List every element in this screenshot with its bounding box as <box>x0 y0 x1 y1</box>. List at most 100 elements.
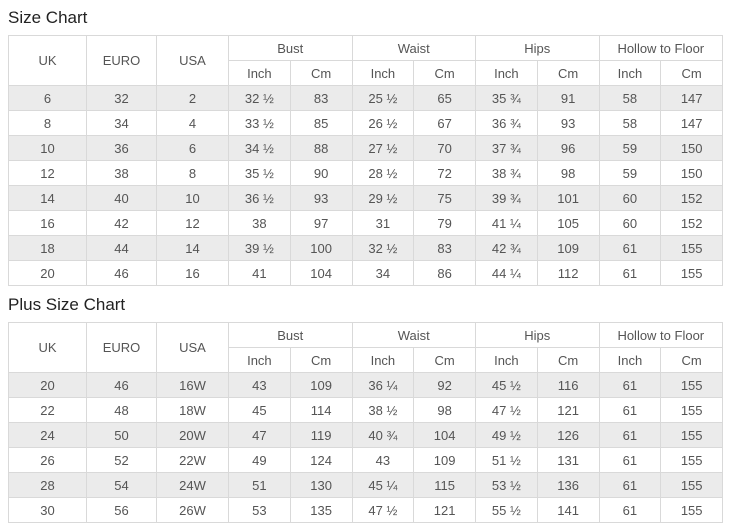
table-cell: 65 <box>413 85 477 111</box>
table-row: 28 54 24W 51 130 45 ¼ 115 53 ½ 136 61 155 <box>8 472 724 498</box>
table-cell: 42 ¾ <box>475 235 538 261</box>
table-cell: 26 ½ <box>351 110 415 136</box>
table-cell: 59 <box>598 135 662 161</box>
table-cell: 150 <box>660 160 724 186</box>
table-cell: 155 <box>660 397 724 423</box>
table-cell: 61 <box>598 372 662 398</box>
table-cell: 96 <box>536 135 600 161</box>
table-cell: 93 <box>289 185 353 211</box>
table-cell: 45 ½ <box>475 372 538 398</box>
table-cell: 91 <box>536 85 600 111</box>
table-cell: 147 <box>660 110 724 136</box>
table-cell: 42 <box>86 210 157 236</box>
table-cell: 152 <box>660 185 724 211</box>
table-cell: 38 <box>86 160 157 186</box>
table-cell: 119 <box>289 422 353 448</box>
table-cell: 48 <box>86 397 157 423</box>
table-cell: 12 <box>8 160 87 186</box>
table-cell: 59 <box>598 160 662 186</box>
table-cell: 56 <box>86 497 157 523</box>
table-cell: 83 <box>289 85 353 111</box>
table-row: 20 46 16 41 104 34 86 44 ¼ 112 61 155 <box>8 260 724 286</box>
table-row: 16 42 12 38 97 31 79 41 ¼ 105 60 152 <box>8 210 724 236</box>
size-chart-table-header: UK EURO USA Bust Waist Hips Hollow to Floor Inc… <box>8 35 724 86</box>
table-cell: 43 <box>351 447 415 473</box>
table-cell: 16W <box>156 372 229 398</box>
table-row: 22 48 18W 45 114 38 ½ 98 47 ½ 121 61 155 <box>8 397 724 423</box>
table-cell: 14 <box>8 185 87 211</box>
table-cell: 36 ¾ <box>475 110 538 136</box>
subcolumn-header: Cm <box>660 347 724 373</box>
table-cell: 33 ½ <box>228 110 291 136</box>
table-cell: 90 <box>289 160 353 186</box>
header-row-units: Inch Cm Inch Cm Inch Cm Inch Cm <box>9 60 724 86</box>
table-cell: 121 <box>536 397 600 423</box>
column-group-header: Waist <box>351 35 477 61</box>
table-cell: 112 <box>536 260 600 286</box>
table-cell: 6 <box>8 85 87 111</box>
table-cell: 46 <box>86 372 157 398</box>
table-cell: 8 <box>8 110 87 136</box>
table-cell: 116 <box>536 372 600 398</box>
table-cell: 39 ½ <box>228 235 291 261</box>
table-cell: 121 <box>413 497 477 523</box>
table-cell: 38 ¾ <box>475 160 538 186</box>
table-cell: 72 <box>413 160 477 186</box>
table-cell: 40 <box>86 185 157 211</box>
header-row-groups: UK EURO USA Bust Waist Hips Hollow to Floor <box>8 322 724 373</box>
table-row: 14 40 10 36 ½ 93 29 ½ 75 39 ¾ 101 60 152 <box>8 185 724 211</box>
table-cell: 36 ½ <box>228 185 291 211</box>
table-cell: 109 <box>413 447 477 473</box>
table-cell: 31 <box>351 210 415 236</box>
subcolumn-header: Inch <box>351 347 415 373</box>
table-cell: 79 <box>413 210 477 236</box>
table-cell: 61 <box>598 447 662 473</box>
table-cell: 88 <box>289 135 353 161</box>
table-cell: 32 <box>86 85 157 111</box>
table-cell: 27 ½ <box>351 135 415 161</box>
subcolumn-header: Cm <box>413 60 477 86</box>
table-cell: 41 <box>228 260 291 286</box>
table-cell: 147 <box>660 85 724 111</box>
table-cell: 45 <box>228 397 291 423</box>
table-cell: 40 ¾ <box>351 422 415 448</box>
table-cell: 44 <box>86 235 157 261</box>
table-cell: 32 ½ <box>351 235 415 261</box>
size-chart-table: UK EURO USA Bust Waist Hips Hollow to Floor Inc… <box>8 35 724 286</box>
table-cell: 100 <box>289 235 353 261</box>
table-cell: 131 <box>536 447 600 473</box>
table-cell: 35 ½ <box>228 160 291 186</box>
table-cell: 24 <box>8 422 87 448</box>
plus-size-chart-table: UK EURO USA Bust Waist Hips Hollow to Floor Inc… <box>8 322 724 523</box>
table-cell: 124 <box>289 447 353 473</box>
table-cell: 30 <box>8 497 87 523</box>
table-row: 10 36 6 34 ½ 88 27 ½ 70 37 ¾ 96 59 150 <box>8 135 724 161</box>
table-cell: 10 <box>8 135 87 161</box>
table-cell: 104 <box>289 260 353 286</box>
table-cell: 20W <box>156 422 229 448</box>
table-cell: 97 <box>289 210 353 236</box>
table-cell: 67 <box>413 110 477 136</box>
table-cell: 16 <box>8 210 87 236</box>
column-group-header: Bust <box>228 322 353 348</box>
table-cell: 105 <box>536 210 600 236</box>
column-group-header: Bust <box>228 35 353 61</box>
column-header-usa: USA <box>156 35 229 86</box>
table-cell: 34 <box>86 110 157 136</box>
table-cell: 109 <box>289 372 353 398</box>
subcolumn-header: Inch <box>351 60 415 86</box>
column-group-header: Hips <box>475 322 600 348</box>
table-row: 30 56 26W 53 135 47 ½ 121 55 ½ 141 61 155 <box>8 497 724 523</box>
table-cell: 152 <box>660 210 724 236</box>
table-cell: 150 <box>660 135 724 161</box>
table-cell: 38 <box>228 210 291 236</box>
table-cell: 155 <box>660 235 724 261</box>
table-cell: 115 <box>413 472 477 498</box>
table-cell: 39 ¾ <box>475 185 538 211</box>
table-cell: 43 <box>228 372 291 398</box>
table-cell: 155 <box>660 497 724 523</box>
table-cell: 47 ½ <box>475 397 538 423</box>
column-group-header: Waist <box>351 322 477 348</box>
table-cell: 70 <box>413 135 477 161</box>
